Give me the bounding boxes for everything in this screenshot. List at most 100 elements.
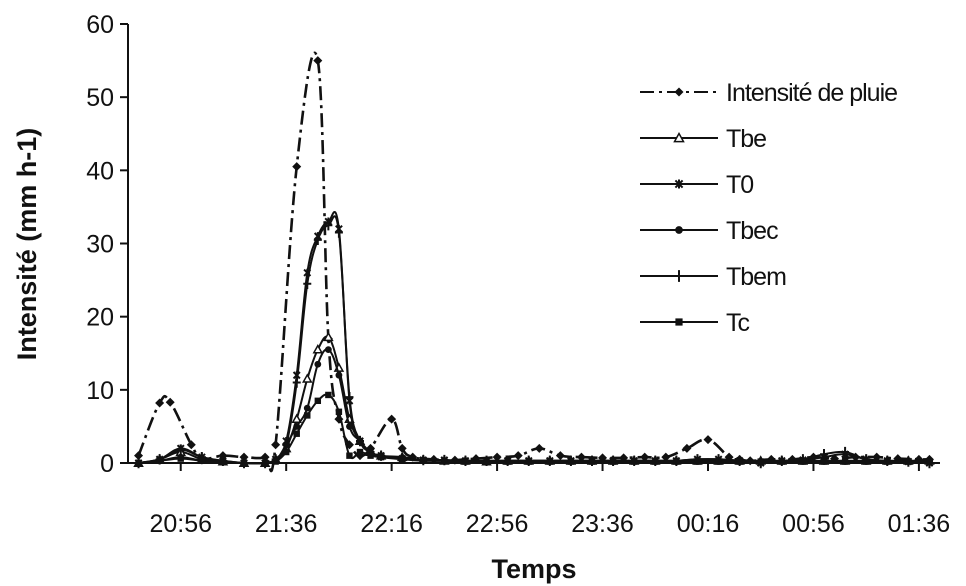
data-point-tc [504, 458, 511, 465]
data-point-tc [609, 458, 617, 465]
data-point-intensite-de-pluie [703, 435, 713, 445]
data-point-tc [525, 458, 532, 465]
x-tick-label: 20:56 [149, 510, 212, 538]
legend-label: Tc [726, 309, 750, 337]
data-point-tc [156, 457, 163, 465]
series-line-tbe [138, 335, 930, 465]
data-point-tbem [292, 377, 301, 388]
legend-item-tbem: Tbem [640, 263, 787, 291]
series-line-t0 [138, 211, 930, 465]
x-tick-label: 21:36 [255, 510, 318, 538]
data-point-tbem [313, 234, 322, 246]
data-point-tc [757, 458, 764, 465]
data-point-tc [335, 408, 343, 415]
data-point-intensite-de-pluie [682, 443, 692, 453]
y-tick-label: 0 [100, 450, 114, 478]
data-point-tc [282, 448, 290, 456]
data-point-tbem [334, 227, 343, 238]
legend-marker [675, 318, 683, 326]
data-point-tbe [312, 344, 324, 354]
data-point-intensite-de-pluie [534, 443, 544, 453]
legend-item-intensite-de-pluie: Intensité de pluie [640, 79, 898, 107]
y-tick-label: 60 [86, 11, 114, 39]
series-line-tbem [138, 215, 930, 465]
data-point-tc [926, 458, 933, 465]
data-point-tc [652, 458, 659, 465]
data-point-tbem [356, 435, 364, 447]
y-axis-ticks: 0 10 20 30 40 50 60 [86, 11, 128, 478]
plot-area [133, 51, 935, 473]
series-tbe [133, 331, 935, 467]
data-point-tc [799, 458, 807, 465]
data-point-tc [272, 458, 279, 465]
data-point-intensite-de-pluie [292, 162, 302, 172]
series-line-tbec [138, 348, 930, 465]
data-point-tbem [841, 446, 850, 458]
data-point-intensite-de-pluie [186, 440, 196, 450]
data-point-intensite-de-pluie [134, 451, 144, 461]
data-point-intensite-de-pluie [492, 452, 502, 462]
x-tick-label: 22:56 [466, 510, 529, 538]
data-point-intensite-de-pluie [387, 414, 397, 424]
legend-item-tbec: Tbec [640, 217, 779, 245]
data-point-tc [567, 458, 575, 465]
data-point-tc [377, 453, 385, 461]
legend-marker [674, 87, 684, 97]
data-point-intensite-de-pluie [155, 398, 165, 408]
data-point-tbec [346, 423, 353, 430]
data-point-tc [546, 458, 554, 465]
data-point-tc [420, 457, 427, 465]
data-point-tbem [176, 444, 185, 456]
data-point-tc [884, 458, 891, 465]
data-point-tbem [345, 391, 354, 403]
data-point-tc [905, 458, 912, 465]
data-point-tc [588, 458, 596, 465]
data-point-tc [304, 412, 311, 419]
legend: Intensité de pluie Tbe T0 Tbec Tbem Tc [640, 79, 898, 337]
data-point-tc [778, 458, 786, 465]
data-point-tc [356, 448, 364, 456]
y-axis-title: Intensité (mm h-1) [12, 128, 42, 361]
data-point-tc [293, 430, 300, 437]
legend-label: Tbem [726, 263, 786, 291]
x-tick-label: 00:16 [677, 510, 740, 538]
legend-item-tc: Tc [640, 309, 751, 337]
x-tick-label: 22:16 [360, 510, 423, 538]
data-point-tbem [303, 278, 312, 289]
legend-label: Tbec [726, 217, 778, 245]
data-point-tc [673, 458, 680, 465]
y-tick-label: 10 [86, 377, 114, 405]
data-point-tbem [282, 439, 291, 450]
data-point-intensite-de-pluie [576, 452, 586, 462]
data-point-tc [862, 458, 870, 465]
data-point-intensite-de-pluie [271, 440, 281, 450]
data-point-tbec [303, 404, 311, 412]
y-tick-label: 20 [86, 304, 114, 332]
data-point-tc [198, 457, 206, 465]
x-tick-label: 23:36 [571, 510, 634, 538]
x-tick-label: 00:56 [782, 510, 845, 538]
series-t0 [134, 211, 934, 467]
legend-marker [675, 226, 683, 234]
data-point-intensite-de-pluie [313, 56, 323, 66]
data-point-intensite-de-pluie [555, 451, 565, 461]
legend-label: T0 [726, 171, 753, 199]
data-point-tc [441, 457, 448, 465]
data-point-tbec [324, 346, 332, 353]
data-point-tc [367, 452, 374, 459]
data-point-tbec [293, 423, 301, 430]
series-tc [135, 391, 933, 467]
legend-marker [674, 270, 684, 282]
data-point-tc [736, 458, 743, 465]
data-point-tbe [291, 413, 303, 424]
data-point-intensite-de-pluie [661, 452, 671, 462]
legend-item-tbe: Tbe [640, 125, 767, 153]
data-point-intensite-de-pluie [640, 452, 650, 462]
series-line-tc [138, 393, 930, 465]
data-point-tc [462, 458, 469, 465]
series-line-intensite-de-pluie [137, 51, 930, 473]
data-point-tc [630, 458, 638, 465]
data-point-tc [398, 456, 406, 463]
data-point-tbem [820, 449, 828, 460]
